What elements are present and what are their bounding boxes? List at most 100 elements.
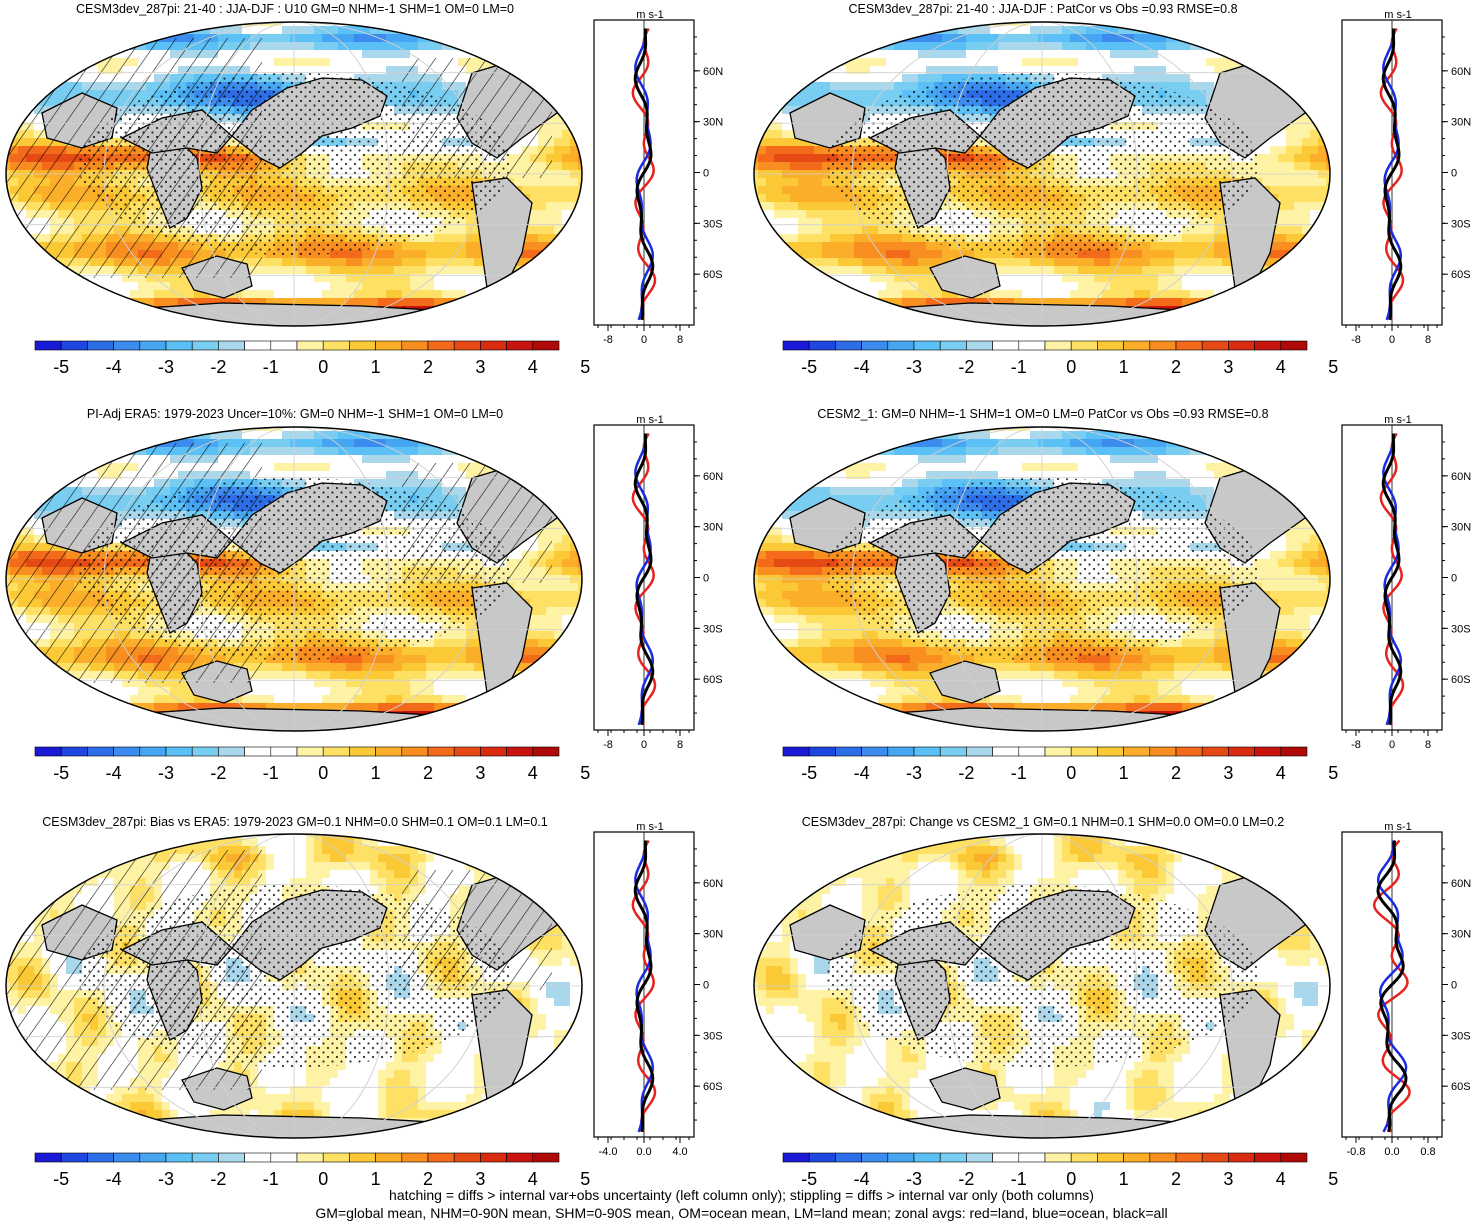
panel-title-p1: CESM3dev_287pi: 21-40 : JJA-DJF : U10 GM… bbox=[75, 2, 515, 16]
map-panel-p3 bbox=[5, 426, 583, 732]
zonal-x-tick-label: 0 bbox=[641, 334, 647, 346]
zonal-lat-label: 30N bbox=[703, 117, 723, 129]
panel-title-p5: CESM3dev_287pi: Bias vs ERA5: 1979-2023 … bbox=[42, 815, 548, 829]
zonal-ocean-line bbox=[634, 433, 655, 726]
colorbar-swatch bbox=[322, 1152, 350, 1163]
colorbar-swatch bbox=[1097, 1152, 1124, 1163]
zonal-all-line bbox=[633, 840, 655, 1133]
colorbar-tick-label: 3 bbox=[1223, 1169, 1233, 1189]
colorbar-swatch bbox=[34, 340, 62, 351]
colorbar-swatch bbox=[1228, 340, 1255, 351]
colorbar-swatch bbox=[270, 340, 298, 351]
colorbar-swatch bbox=[349, 1152, 376, 1163]
colorbar-tick-label: 5 bbox=[580, 763, 590, 783]
continent-shape bbox=[929, 660, 1001, 704]
colorbar-tick-label: 1 bbox=[371, 357, 381, 377]
colorbar-swatch bbox=[966, 746, 993, 757]
colorbar-tick-label: 2 bbox=[423, 357, 433, 377]
colorbar-swatch bbox=[1175, 746, 1203, 757]
zonal-unit-label: m s-1 bbox=[1384, 9, 1412, 21]
zonal-all-line bbox=[1381, 433, 1403, 726]
colorbar-tick-label: -2 bbox=[210, 357, 226, 377]
colorbar-swatch bbox=[1201, 340, 1229, 351]
colorbar-swatch bbox=[1149, 746, 1177, 757]
colorbar-swatch bbox=[1254, 1152, 1282, 1163]
colorbar-swatch bbox=[861, 1152, 889, 1163]
colorbar-p5: -5 -4 -3 -2 -1 0 1 2 3 4 5 bbox=[34, 1152, 590, 1189]
zonal-x-tick-label: -8 bbox=[1351, 334, 1361, 346]
colorbar-tick-label: -1 bbox=[263, 763, 279, 783]
colorbar-swatch bbox=[296, 340, 324, 351]
colorbar-swatch bbox=[1123, 1152, 1151, 1163]
colorbar-tick-label: 4 bbox=[1276, 357, 1286, 377]
colorbar-swatch bbox=[139, 340, 167, 351]
zonal-mean-plot-p3: m s-1 60N 30N 0 30S 60S -8 0 8 bbox=[593, 414, 723, 751]
colorbar-tick-label: -1 bbox=[263, 1169, 279, 1189]
zonal-unit-label: m s-1 bbox=[636, 414, 664, 426]
colorbar-swatch bbox=[939, 1152, 967, 1163]
map-outline bbox=[753, 426, 1331, 732]
colorbar-swatch bbox=[270, 746, 298, 757]
zonal-lat-label: 30N bbox=[703, 929, 723, 941]
colorbar-swatch bbox=[1149, 1152, 1177, 1163]
colorbar-tick-label: -4 bbox=[106, 357, 122, 377]
colorbar-swatch bbox=[1044, 340, 1072, 351]
panel-title-p3: PI-Adj ERA5: 1979-2023 Uncer=10%: GM=0 N… bbox=[86, 407, 504, 421]
zonal-lat-label: 60N bbox=[1451, 471, 1471, 483]
colorbar-tick-label: -4 bbox=[854, 357, 870, 377]
colorbar-swatch bbox=[992, 746, 1020, 757]
colorbar-tick-label: 1 bbox=[1119, 357, 1129, 377]
colorbar-swatch bbox=[506, 746, 534, 757]
colorbar-tick-label: 4 bbox=[528, 357, 538, 377]
colorbar-swatch bbox=[913, 746, 941, 757]
colorbar-tick-label: 4 bbox=[528, 763, 538, 783]
colorbar-tick-label: -1 bbox=[1011, 1169, 1027, 1189]
colorbar-swatch bbox=[401, 1152, 429, 1163]
colorbar-swatch bbox=[1228, 1152, 1255, 1163]
colorbar-p3: -5 -4 -3 -2 -1 0 1 2 3 4 5 bbox=[34, 746, 590, 783]
colorbar-tick-label: -4 bbox=[854, 763, 870, 783]
colorbar-tick-label: -3 bbox=[906, 763, 922, 783]
colorbar-swatch bbox=[480, 340, 507, 351]
colorbar-tick-label: 2 bbox=[423, 1169, 433, 1189]
colorbar-swatch bbox=[375, 1152, 403, 1163]
colorbar-tick-label: 3 bbox=[475, 357, 485, 377]
colorbar-tick-label: -2 bbox=[210, 1169, 226, 1189]
colorbar-tick-label: 1 bbox=[1119, 1169, 1129, 1189]
colorbar-p2: -5 -4 -3 -2 -1 0 1 2 3 4 5 bbox=[782, 340, 1338, 377]
colorbar-p1: -5 -4 -3 -2 -1 0 1 2 3 4 5 bbox=[34, 340, 590, 377]
zonal-lat-label: 60S bbox=[1451, 269, 1471, 281]
map-panel-p4 bbox=[753, 426, 1331, 732]
colorbar-swatch bbox=[1123, 340, 1151, 351]
colorbar-swatch bbox=[1280, 1152, 1308, 1163]
zonal-lat-label: 30S bbox=[703, 218, 723, 230]
colorbar-swatch bbox=[401, 746, 429, 757]
colorbar-tick-label: 5 bbox=[1328, 1169, 1338, 1189]
colorbar-swatch bbox=[1280, 340, 1308, 351]
colorbar-swatch bbox=[191, 746, 219, 757]
colorbar-swatch bbox=[532, 746, 560, 757]
colorbar-tick-label: 2 bbox=[1171, 357, 1181, 377]
zonal-x-tick-label: -0.8 bbox=[1347, 1146, 1366, 1158]
map-outline bbox=[753, 833, 1331, 1139]
colorbar-tick-label: 0 bbox=[318, 1169, 328, 1189]
colorbar-swatch bbox=[966, 1152, 993, 1163]
zonal-x-tick-label: 0.8 bbox=[1420, 1146, 1435, 1158]
zonal-all-line bbox=[633, 433, 655, 726]
zonal-mean-plot-p1: m s-1 60N 30N 0 30S 60S -8 0 8 bbox=[593, 9, 723, 346]
zonal-x-tick-label: 8 bbox=[677, 334, 683, 346]
colorbar-tick-label: -4 bbox=[854, 1169, 870, 1189]
colorbar-swatch bbox=[782, 746, 810, 757]
colorbar-swatch bbox=[1070, 1152, 1098, 1163]
colorbar-swatch bbox=[913, 340, 941, 351]
zonal-lat-label: 0 bbox=[1451, 980, 1457, 992]
colorbar-swatch bbox=[427, 1152, 455, 1163]
colorbar-swatch bbox=[113, 340, 141, 351]
colorbar-tick-label: -5 bbox=[801, 357, 817, 377]
zonal-lat-label: 60N bbox=[1451, 66, 1471, 78]
zonal-lat-label: 30S bbox=[703, 623, 723, 635]
zonal-all-line bbox=[1376, 840, 1408, 1133]
zonal-lat-label: 60S bbox=[703, 269, 723, 281]
colorbar-swatch bbox=[808, 746, 836, 757]
colorbar-swatch bbox=[60, 1152, 88, 1163]
